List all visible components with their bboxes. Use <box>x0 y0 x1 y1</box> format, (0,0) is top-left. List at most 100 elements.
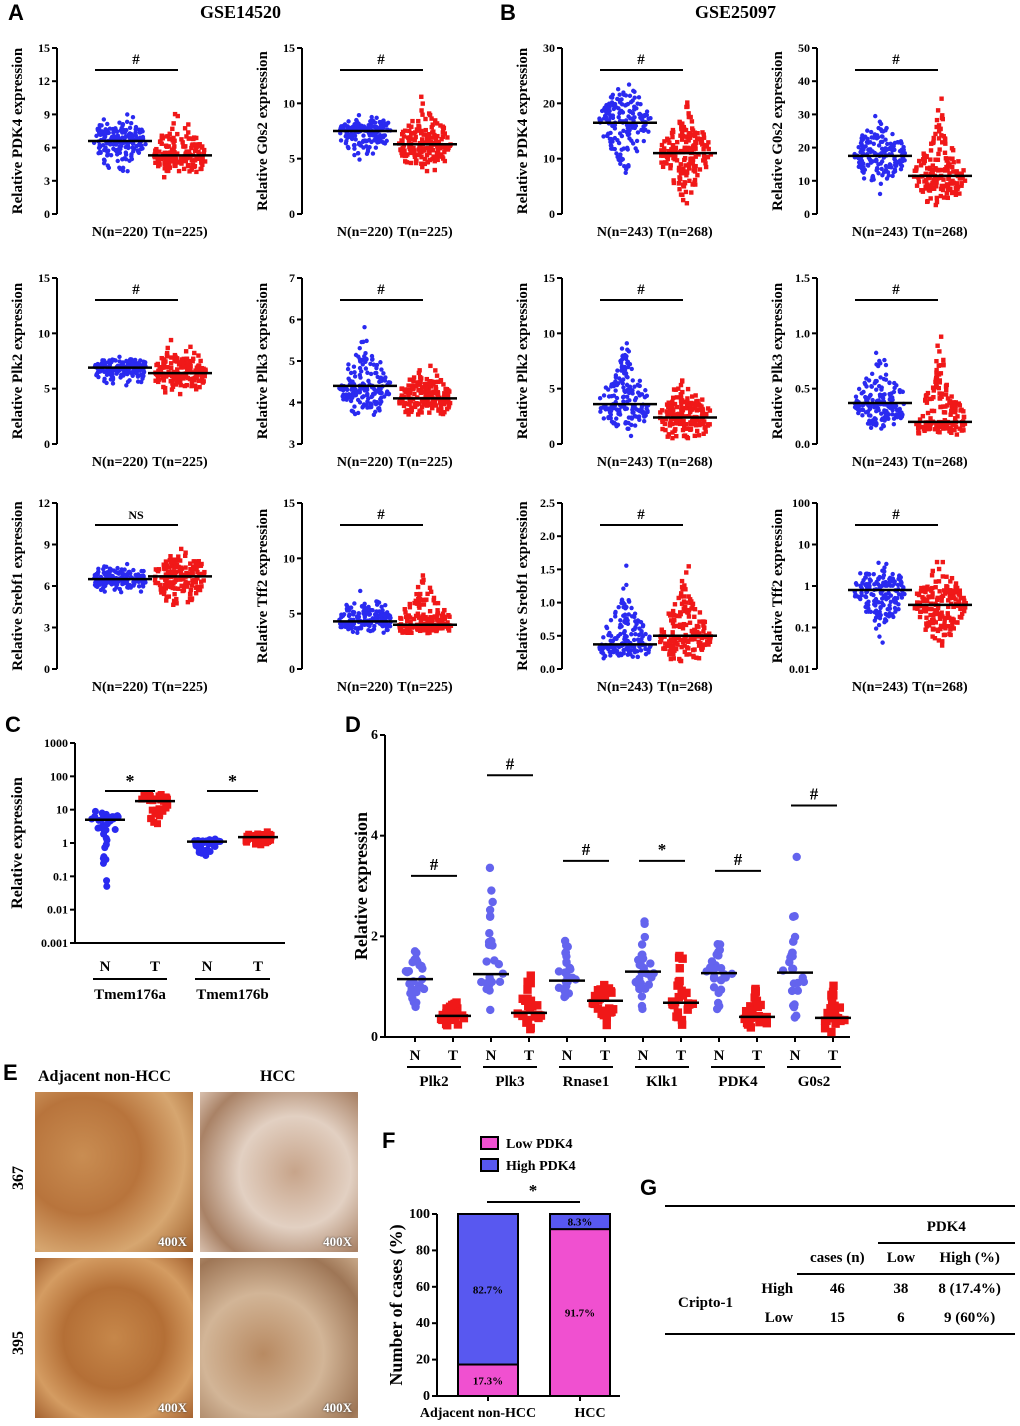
data-point <box>158 587 164 592</box>
data-point <box>422 381 428 387</box>
data-point <box>858 584 864 589</box>
data-point <box>115 565 120 571</box>
data-point <box>677 187 682 192</box>
data-point <box>609 419 615 424</box>
data-point <box>951 190 956 195</box>
data-point <box>167 158 172 164</box>
data-point <box>432 167 437 173</box>
data-point <box>337 621 343 627</box>
data-point <box>374 609 379 615</box>
data-point <box>418 591 423 597</box>
data-point <box>878 361 883 366</box>
data-point <box>689 599 694 604</box>
data-point <box>361 133 366 138</box>
data-point <box>884 125 889 131</box>
data-point <box>526 1024 535 1034</box>
data-point <box>933 174 938 180</box>
data-point <box>201 572 207 578</box>
y-tick-label: 9 <box>44 538 50 552</box>
y-tick-label: 2.5 <box>540 496 555 510</box>
data-point <box>420 164 425 170</box>
data-point <box>356 354 361 359</box>
data-point <box>871 135 877 140</box>
data-point <box>171 377 176 382</box>
data-point <box>709 974 719 983</box>
data-point <box>424 376 430 382</box>
data-point <box>370 151 376 156</box>
data-point <box>125 581 130 586</box>
data-point <box>177 558 183 563</box>
table-header-high: High (%) <box>924 1243 1015 1275</box>
data-point <box>921 153 927 158</box>
significance-label: # <box>810 784 819 803</box>
data-point <box>140 573 146 578</box>
data-point <box>956 159 961 164</box>
data-point <box>892 605 898 611</box>
data-point <box>450 1007 459 1017</box>
group-label: T(n=268) <box>912 680 968 695</box>
y-tick-label: 0.0 <box>540 662 555 676</box>
data-point <box>633 631 638 637</box>
significance-label: # <box>637 507 645 523</box>
data-point <box>178 382 183 388</box>
data-point <box>936 638 942 643</box>
data-point <box>419 137 425 142</box>
data-point <box>166 165 172 170</box>
y-tick-label: 10 <box>798 174 810 188</box>
data-point <box>684 201 690 206</box>
data-point <box>928 612 933 618</box>
data-point <box>916 604 922 609</box>
data-point <box>183 550 188 555</box>
data-point <box>792 852 801 862</box>
data-point <box>660 164 666 170</box>
data-point <box>122 567 127 572</box>
data-point <box>881 602 886 608</box>
data-point <box>167 136 172 141</box>
data-point <box>693 182 698 187</box>
data-point <box>443 386 448 392</box>
data-point <box>936 136 942 141</box>
data-point <box>667 140 672 145</box>
data-point <box>161 376 166 381</box>
data-point <box>660 419 665 425</box>
y-tick-label: 5 <box>549 382 555 396</box>
data-point <box>110 372 115 377</box>
data-point <box>671 656 676 661</box>
data-point <box>896 159 901 165</box>
data-point <box>359 604 365 609</box>
data-point <box>107 572 113 578</box>
data-point <box>695 131 700 136</box>
table-row-group: Cripto-1 <box>678 1295 734 1311</box>
data-point <box>640 919 649 929</box>
data-point <box>923 597 928 603</box>
data-point <box>526 971 535 980</box>
data-point <box>866 606 871 611</box>
data-point <box>134 371 139 376</box>
y-axis-label: Relative G0s2 expression <box>255 50 271 210</box>
data-point <box>671 155 676 161</box>
data-point <box>690 401 696 406</box>
data-point <box>189 379 195 384</box>
data-point <box>140 791 148 799</box>
data-point <box>936 566 942 572</box>
data-point <box>696 433 702 438</box>
data-point <box>930 594 935 600</box>
data-point <box>419 161 424 166</box>
magnification-label: 400X <box>158 1234 187 1249</box>
data-point <box>613 609 618 615</box>
data-point <box>94 133 99 139</box>
data-point <box>676 181 682 186</box>
data-point <box>441 401 447 407</box>
data-point <box>117 354 122 360</box>
data-point <box>346 145 351 151</box>
data-point <box>683 405 688 411</box>
data-point <box>442 391 447 396</box>
data-point <box>695 629 700 635</box>
data-point <box>361 339 366 345</box>
data-point <box>666 404 671 410</box>
data-point <box>445 135 450 140</box>
significance-label: # <box>582 840 591 859</box>
data-point <box>691 647 696 653</box>
data-point <box>675 964 684 973</box>
data-point <box>916 179 922 184</box>
